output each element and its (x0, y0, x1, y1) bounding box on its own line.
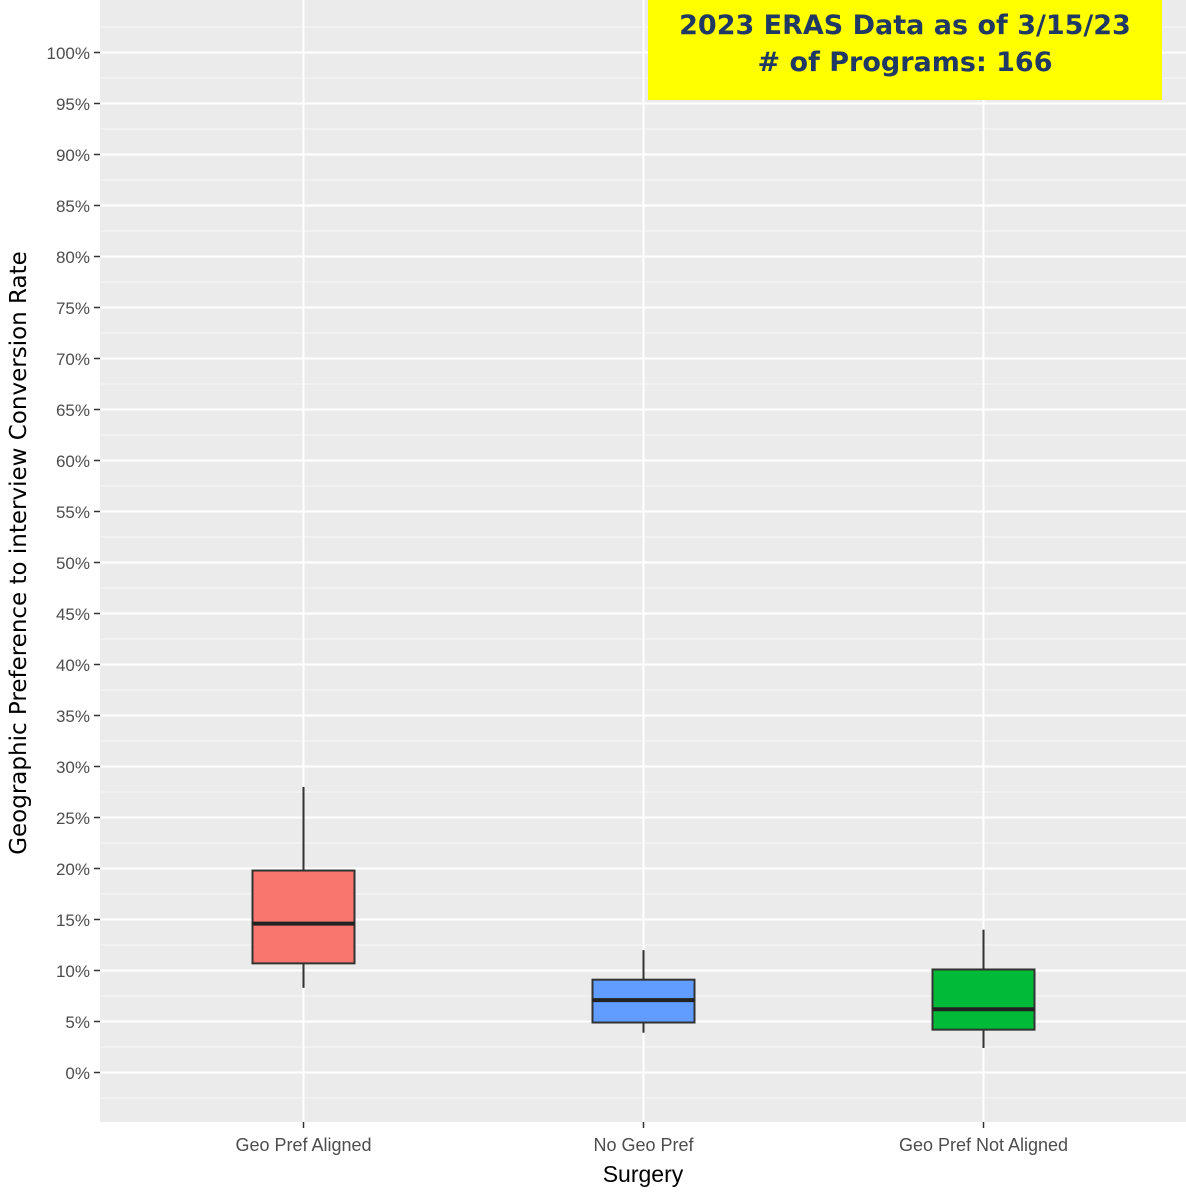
y-tick-label: 95% (56, 95, 90, 114)
y-tick-label: 45% (56, 605, 90, 624)
annotation-banner: 2023 ERAS Data as of 3/15/23 # of Progra… (648, 0, 1162, 100)
y-tick-label: 10% (56, 962, 90, 981)
y-tick-label: 40% (56, 656, 90, 675)
y-tick-label: 100% (47, 44, 90, 63)
y-tick-label: 70% (56, 350, 90, 369)
y-tick-label: 80% (56, 248, 90, 267)
y-tick-label: 55% (56, 503, 90, 522)
y-tick-label: 90% (56, 146, 90, 165)
y-tick-label: 0% (65, 1064, 90, 1083)
y-tick-label: 75% (56, 299, 90, 318)
y-tick-label: 85% (56, 197, 90, 216)
x-axis: Geo Pref Aligned No Geo Pref Geo Pref Not … (235, 1122, 1068, 1155)
boxplot-3 (931, 929, 1036, 1049)
x-tick-label: Geo Pref Not Aligned (899, 1135, 1068, 1155)
y-tick-label: 30% (56, 758, 90, 777)
y-tick-label: 5% (65, 1013, 90, 1032)
y-tick-label: 15% (56, 911, 90, 930)
y-tick-label: 35% (56, 707, 90, 726)
y-tick-label: 65% (56, 401, 90, 420)
boxplots (251, 786, 1036, 1049)
annotation-line-1: 2023 ERAS Data as of 3/15/23 (679, 10, 1131, 41)
y-tick-label: 25% (56, 809, 90, 828)
y-tick-label: 50% (56, 554, 90, 573)
x-axis-title: Surgery (603, 1161, 684, 1187)
box (931, 968, 1036, 1031)
x-tick-label: Geo Pref Aligned (235, 1135, 371, 1155)
y-tick-label: 60% (56, 452, 90, 471)
y-axis: 0% 5% 10% 15% 20% 25% 30% 35% 40% 45% 50% 55% 60% 65%… (47, 44, 100, 1083)
boxplot-2 (591, 950, 696, 1033)
annotation-line-2: # of Programs: 166 (757, 47, 1053, 78)
boxplot-1 (251, 786, 356, 988)
x-tick-label: No Geo Pref (593, 1135, 694, 1155)
box (251, 869, 356, 965)
y-tick-label: 20% (56, 860, 90, 879)
y-axis-title: Geographic Preference to interview Conve… (6, 251, 32, 855)
